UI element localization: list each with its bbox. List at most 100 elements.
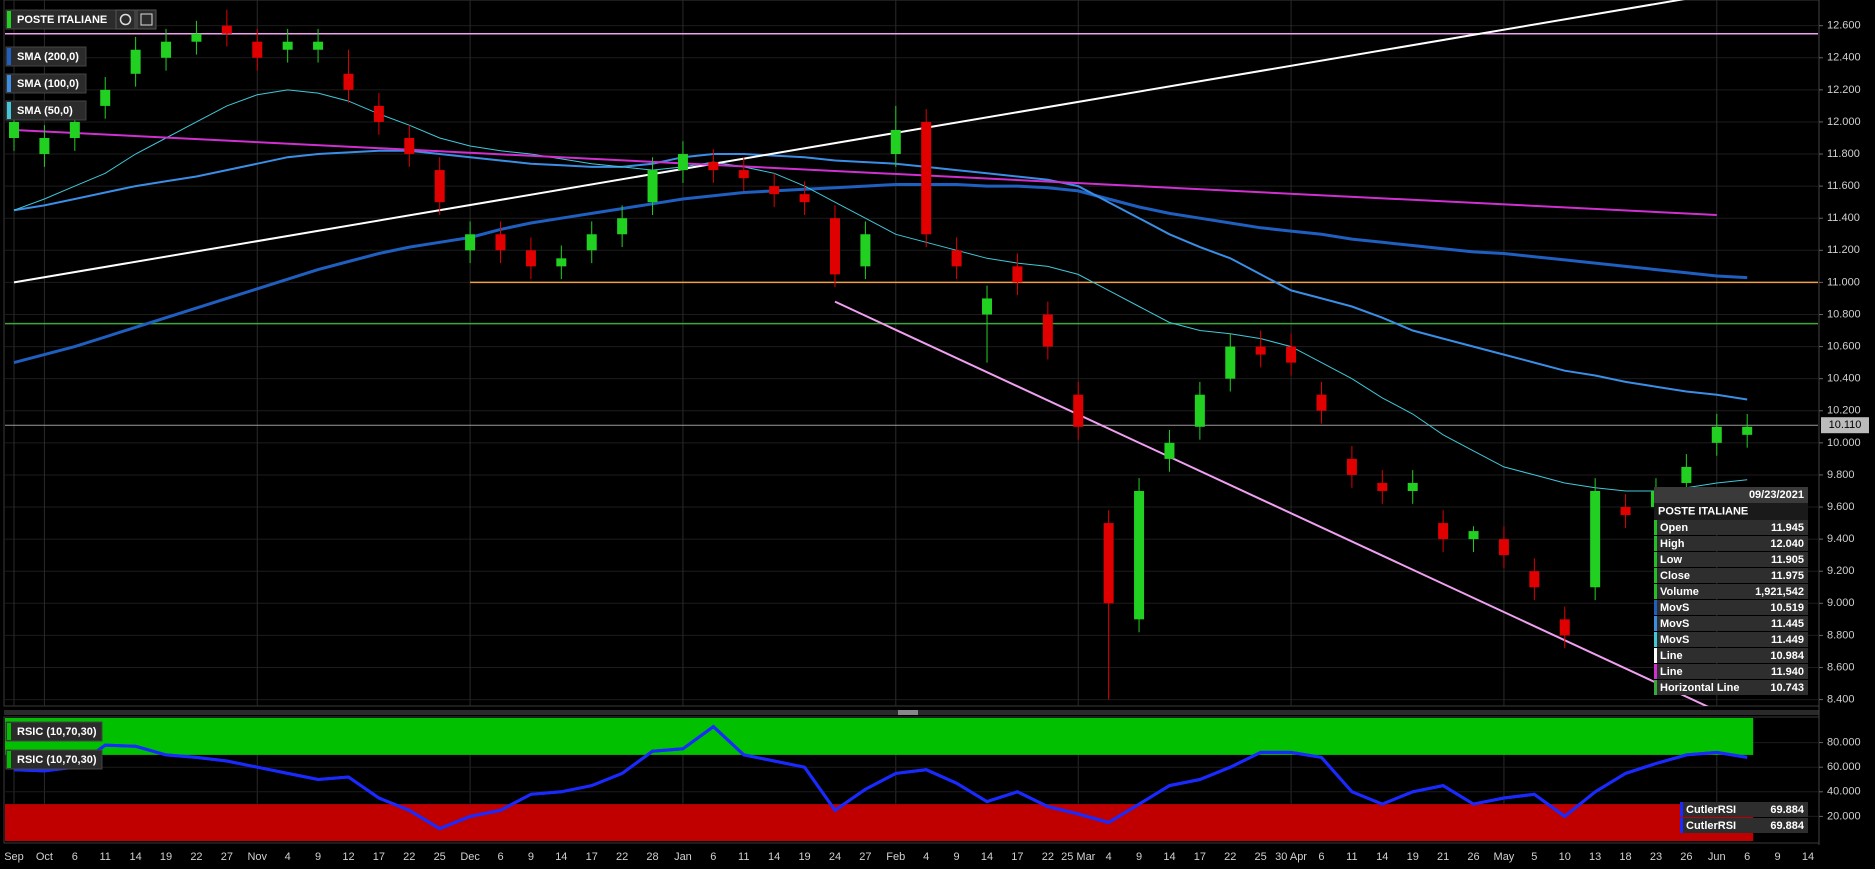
- info-row-swatch: [1654, 552, 1657, 567]
- info-row-swatch: [1654, 584, 1657, 599]
- candle-body: [1377, 482, 1388, 491]
- info-row-label: Low: [1660, 554, 1682, 566]
- x-tick-label: 26: [1467, 851, 1479, 863]
- candle-body: [1620, 507, 1631, 516]
- info-row-bg: [1654, 600, 1808, 615]
- candle-body: [1438, 523, 1449, 540]
- info-date-bg: [1654, 487, 1808, 503]
- info-date: 09/23/2021: [1749, 489, 1804, 501]
- y-tick-label: 8.400: [1827, 693, 1855, 705]
- settings-button[interactable]: [136, 9, 157, 30]
- x-tick-label: 27: [859, 851, 871, 863]
- info-row-bg: [1654, 680, 1808, 695]
- candle-body: [1711, 426, 1722, 443]
- y-tick-label: 8.800: [1827, 629, 1855, 641]
- candle-body: [282, 41, 293, 50]
- x-tick-label: 23: [1650, 851, 1662, 863]
- info-row-value: 10.519: [1770, 602, 1804, 614]
- legend-box[interactable]: [5, 46, 87, 67]
- candle-body: [921, 121, 932, 235]
- x-tick-label: 14: [768, 851, 780, 863]
- rsi-legend-label: RSIC (10,70,30): [17, 754, 97, 766]
- x-tick-label: 22: [403, 851, 415, 863]
- candle-body: [1468, 531, 1479, 540]
- info-row-bg: [1654, 664, 1808, 679]
- candle-body: [647, 170, 658, 203]
- refresh-button[interactable]: [115, 9, 136, 30]
- info-row-bg: [1654, 568, 1808, 583]
- settings-icon: [140, 13, 153, 26]
- candle-body: [1742, 426, 1753, 435]
- y-tick-label: 11.000: [1827, 276, 1860, 288]
- candle-body: [556, 258, 567, 267]
- candle-body: [221, 25, 232, 34]
- info-row-value: 11.975: [1771, 570, 1804, 582]
- x-tick-label: 26: [1680, 851, 1692, 863]
- last-price-label: 10.110: [1829, 419, 1862, 431]
- y-tick-label: 9.800: [1827, 469, 1855, 481]
- y-tick-label: 9.000: [1827, 597, 1855, 609]
- candle-body: [1103, 523, 1114, 604]
- rsi-tick-label: 40.000: [1827, 786, 1861, 798]
- x-tick-label: 14: [981, 851, 993, 863]
- x-tick-label: 6: [710, 851, 716, 863]
- candle-body: [708, 162, 719, 171]
- x-tick-label: 22: [1224, 851, 1236, 863]
- candle-body: [161, 41, 172, 58]
- x-tick-label: 6: [497, 851, 503, 863]
- info-row-swatch: [1654, 664, 1657, 679]
- x-tick-label: 17: [373, 851, 385, 863]
- rsi-readout-label: CutlerRSI: [1686, 820, 1736, 832]
- y-tick-label: 10.400: [1827, 373, 1861, 385]
- x-tick-label: 30 Apr: [1275, 851, 1307, 863]
- candle-body: [1286, 346, 1297, 363]
- candle-body: [495, 234, 506, 251]
- info-row-value: 11.940: [1771, 666, 1804, 678]
- grid: [5, 0, 1818, 841]
- info-row-bg: [1654, 520, 1808, 535]
- legend-swatch: [7, 48, 11, 65]
- x-tick-label: 18: [1619, 851, 1631, 863]
- rsi-legend-box[interactable]: [5, 749, 103, 770]
- x-tick-label: Feb: [886, 851, 905, 863]
- x-tick-label: Nov: [247, 851, 267, 863]
- legend-box[interactable]: [5, 100, 87, 121]
- x-tick-label: Sep: [4, 851, 24, 863]
- info-row-swatch: [1654, 616, 1657, 631]
- info-row-label: High: [1660, 538, 1685, 550]
- candle-body: [1407, 482, 1418, 491]
- x-tick-label: 10: [1559, 851, 1571, 863]
- x-tick-label: 22: [190, 851, 202, 863]
- y-tick-label: 9.600: [1827, 501, 1855, 513]
- info-title: POSTE ITALIANE: [1658, 505, 1748, 517]
- rsi-readout-label: CutlerRSI: [1686, 804, 1736, 816]
- candle-body: [1042, 314, 1053, 347]
- y-tick-label: 8.600: [1827, 661, 1855, 673]
- candle-body: [1590, 490, 1601, 588]
- x-tick-label: 11: [738, 851, 749, 863]
- info-row-label: MovS: [1660, 634, 1689, 646]
- y-tick-label: 11.600: [1827, 180, 1860, 192]
- y-tick-label: 11.800: [1827, 148, 1860, 160]
- candle-body: [1012, 266, 1023, 283]
- rsi-line: [13, 724, 1748, 831]
- x-tick-label: 9: [1775, 851, 1781, 863]
- last-price-box: [1821, 417, 1869, 434]
- candle-body: [1194, 394, 1205, 427]
- info-row-bg: [1654, 584, 1808, 599]
- legend-box[interactable]: [5, 73, 87, 94]
- sma-line: [13, 89, 1748, 492]
- info-row-value: 11.445: [1771, 618, 1804, 630]
- divider-handle[interactable]: [898, 710, 918, 715]
- y-tick-label: 12.400: [1827, 52, 1861, 64]
- candle-body: [1164, 442, 1175, 459]
- price-plot: [5, 0, 1818, 706]
- overlay: 8.400 8.600 8.800 9.000 9.200 9.400 9.600 9.800…: [4, 9, 1869, 863]
- candle-body: [1073, 394, 1084, 427]
- x-tick-label: Oct: [36, 851, 53, 863]
- rsi-legend-box[interactable]: [5, 721, 103, 742]
- main-panel: [3, 0, 1820, 707]
- rsi-legend-swatch: [7, 723, 11, 740]
- rsi-readout-value: 69.884: [1770, 820, 1805, 832]
- sma-line: [13, 183, 1748, 365]
